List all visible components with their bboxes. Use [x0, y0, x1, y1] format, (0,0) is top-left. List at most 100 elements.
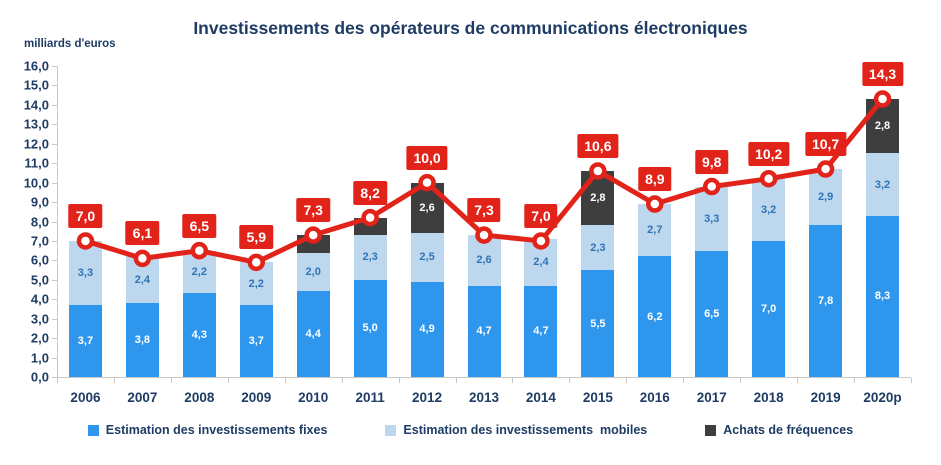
- bar-value-label: 4,3: [191, 329, 207, 342]
- bar-value-label: 2,8: [874, 120, 891, 133]
- legend-label-frequences: Achats de fréquences: [723, 423, 854, 437]
- y-axis-tick: [52, 85, 57, 87]
- total-value-callout: 7,0: [524, 203, 558, 228]
- total-value-callout: 10,7: [804, 132, 847, 157]
- y-axis-tick: [52, 318, 57, 320]
- bar-segment-fixes: 8,3: [866, 215, 900, 377]
- x-axis-tick: [113, 378, 115, 383]
- total-value-callout: 6,5: [182, 213, 217, 238]
- x-axis-tick: [626, 378, 628, 383]
- x-axis-label: 2020p: [863, 390, 902, 405]
- total-value-callout: 5,9: [239, 225, 273, 250]
- total-value-callout: 8,9: [638, 167, 672, 191]
- y-axis-tick: [52, 202, 57, 204]
- legend-swatch-mobiles: [385, 424, 397, 436]
- x-axis-tick: [170, 378, 172, 383]
- bar-value-label: 3,3: [704, 212, 720, 225]
- bar-value-label: 2,2: [191, 266, 207, 279]
- bar-value-label: 3,3: [77, 267, 94, 279]
- bar-segment-mobiles: 2,4: [125, 256, 159, 304]
- bar-segment-frequences: 2,8: [866, 99, 900, 154]
- legend-item-fixes: Estimation des investissements fixes: [87, 423, 327, 437]
- bar-segment-frequences: [296, 235, 330, 253]
- total-value-callout: 7,0: [68, 203, 103, 228]
- chart-title: Investissements des opérateurs de commun…: [193, 18, 748, 38]
- x-axis-label: 2017: [696, 390, 727, 405]
- bar-value-label: 3,2: [874, 178, 891, 191]
- y-axis-tick: [52, 163, 57, 165]
- bar-segment-fixes: 6,2: [638, 256, 672, 377]
- bar-segment-fixes: 4,7: [467, 285, 501, 377]
- x-axis-tick: [911, 378, 912, 383]
- legend-swatch-frequences: [705, 424, 717, 436]
- bar-segment-fixes: 7,8: [809, 225, 843, 377]
- y-axis-tick: [52, 240, 57, 242]
- y-axis-tick-label: 6,0: [30, 252, 49, 268]
- y-axis-tick-label: 11,0: [24, 155, 49, 171]
- y-axis-tick-label: 13,0: [23, 116, 49, 132]
- x-axis-label: 2013: [468, 390, 500, 405]
- bar-value-label: 2,4: [134, 273, 151, 286]
- x-axis-tick: [284, 378, 286, 383]
- bar-value-label: 6,2: [647, 310, 663, 323]
- y-axis-tick: [52, 182, 57, 184]
- bar-value-label: 2,9: [817, 191, 834, 204]
- x-axis-label: 2019: [810, 390, 841, 405]
- bar-segment-fixes: 6,5: [695, 250, 729, 377]
- bar-segment-frequences: [353, 217, 387, 236]
- bar-value-label: 4,7: [533, 325, 549, 338]
- legend-label-mobiles: Estimation des investissements mobiles: [403, 423, 648, 437]
- x-axis-label: 2015: [582, 390, 613, 405]
- bar-segment-fixes: 4,3: [182, 293, 216, 377]
- bar-value-label: 3,2: [761, 203, 777, 216]
- y-axis-tick: [52, 357, 57, 359]
- total-value-callout: 10,2: [748, 141, 790, 166]
- bar-value-label: 3,7: [248, 335, 264, 348]
- bar-segment-mobiles: 3,2: [866, 153, 900, 216]
- x-axis-tick: [683, 378, 685, 383]
- bar-value-label: 3,8: [134, 334, 151, 347]
- bar-segment-mobiles: 2,3: [353, 235, 387, 280]
- bar-value-label: 2,8: [590, 192, 606, 205]
- legend-swatch-fixes: [87, 424, 99, 436]
- bar-segment-fixes: 5,0: [353, 279, 387, 377]
- y-axis-tick-label: 1,0: [30, 350, 49, 366]
- bar-segment-fixes: 3,8: [125, 303, 159, 377]
- bar-segment-mobiles: 2,4: [524, 238, 558, 286]
- y-axis-tick: [52, 66, 57, 67]
- y-axis-tick-label: 16,0: [23, 58, 49, 74]
- x-axis-label: 2018: [753, 390, 784, 405]
- y-axis-tick: [52, 260, 57, 262]
- x-axis-label: 2016: [639, 390, 670, 405]
- x-axis-line: [57, 377, 911, 378]
- bar-value-label: 2,3: [362, 251, 378, 264]
- bar-segment-fixes: 4,7: [524, 285, 558, 377]
- legend: Estimation des investissements fixes Est…: [0, 423, 941, 437]
- x-axis-tick: [341, 378, 343, 383]
- bar-value-label: 5,5: [590, 317, 606, 330]
- bar-segment-fixes: 3,7: [239, 305, 273, 377]
- y-axis-tick-label: 5,0: [30, 272, 49, 288]
- bar-value-label: 2,6: [476, 254, 492, 267]
- y-axis-tick: [52, 377, 57, 378]
- bar-segment-mobiles: 2,9: [809, 169, 843, 226]
- total-value-callout: 6,1: [125, 221, 160, 246]
- y-axis-tick-label: 0,0: [30, 369, 49, 385]
- bar-segment-frequences: 2,6: [410, 182, 444, 234]
- total-value-callout: 10,0: [406, 145, 448, 170]
- y-axis-tick: [52, 338, 57, 340]
- bar-value-label: 7,0: [761, 302, 777, 315]
- x-axis-label: 2008: [184, 390, 215, 405]
- bar-segment-fixes: 4,9: [410, 281, 444, 377]
- y-axis-tick: [52, 104, 57, 106]
- x-axis-label: 2009: [241, 390, 272, 405]
- total-value-callout: 14,3: [861, 62, 904, 87]
- bar-value-label: 2,6: [419, 201, 435, 214]
- total-value-callout: 9,8: [694, 149, 729, 174]
- bar-value-label: 4,7: [476, 325, 492, 338]
- bar-value-label: 4,4: [305, 328, 321, 341]
- bar-value-label: 2,3: [590, 241, 606, 254]
- total-value-callout: 7,3: [296, 198, 330, 223]
- y-axis-tick: [52, 221, 57, 223]
